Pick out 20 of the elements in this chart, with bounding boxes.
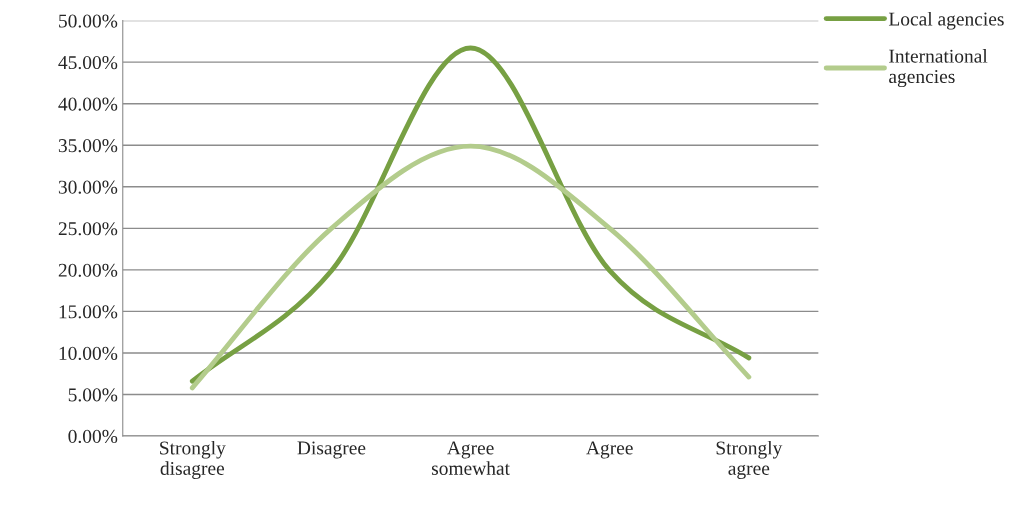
y-tick-label: 45.00% [58, 55, 118, 70]
y-tick-label: 20.00% [58, 263, 118, 277]
y-tick-label: 50.00% [59, 14, 118, 28]
y-tick-label: 0.00% [68, 429, 118, 444]
x-tick-label: Strongly agree [716, 440, 783, 479]
x-tick-label: Agree [586, 441, 633, 459]
legend-label: International agencies [889, 49, 988, 88]
y-tick-label: 30.00% [58, 180, 118, 194]
legend-label: Local agencies [888, 11, 1004, 30]
x-tick-label: Strongly disagree [160, 440, 226, 479]
y-tick-label: 5.00% [68, 388, 118, 402]
line-series [189, 143, 752, 391]
y-tick-label: 40.00% [58, 97, 118, 111]
x-tick-label: Disagree [297, 441, 366, 459]
x-tick-label: Agree somewhat [431, 441, 510, 475]
line-series [189, 45, 752, 384]
y-tick-label: 15.00% [59, 305, 118, 319]
y-tick-label: 35.00% [58, 139, 118, 153]
y-tick-label: 10.00% [59, 346, 118, 360]
y-tick-label: 25.00% [58, 222, 118, 236]
